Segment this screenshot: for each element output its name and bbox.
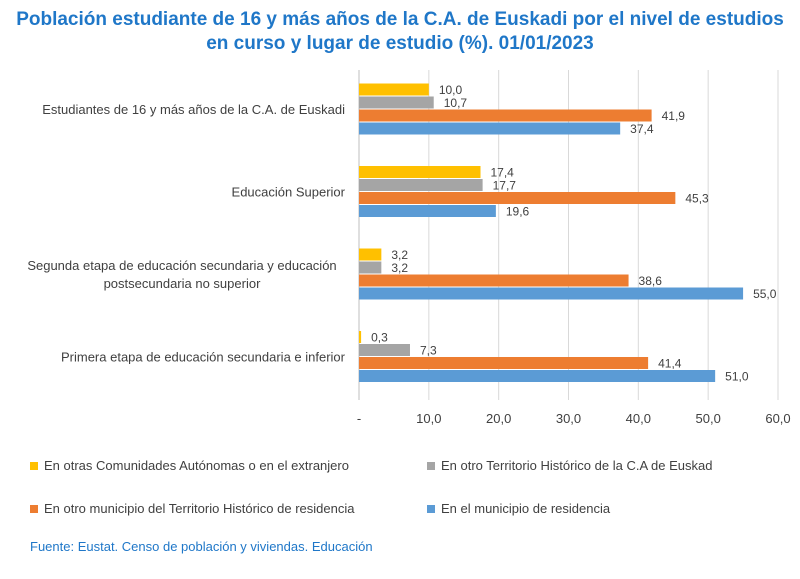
bar — [359, 96, 434, 109]
category-label: Primera etapa de educación secundaria e … — [61, 350, 346, 365]
x-tick-label: 60,0 — [765, 411, 790, 426]
legend-swatch-otro-municipio — [30, 504, 38, 513]
bar — [359, 344, 410, 356]
chart-title: Población estudiante de 16 y más años de… — [0, 8, 800, 56]
data-label: 0,3 — [371, 331, 388, 345]
data-label: 37,4 — [630, 122, 654, 136]
data-label: 7,3 — [420, 344, 437, 358]
bar — [359, 261, 382, 274]
legend-item-otro-territorio: En otro Territorio Histórico de la C.A d… — [427, 458, 712, 473]
legend-swatch-extranjero — [30, 461, 38, 470]
x-tick-label: 20,0 — [486, 411, 511, 426]
bar — [359, 109, 652, 122]
category-label: Educación Superior — [232, 185, 346, 200]
bar — [359, 370, 716, 382]
bar — [359, 331, 362, 343]
bar — [359, 166, 481, 178]
bar — [359, 122, 621, 135]
bar — [359, 83, 429, 96]
bar — [359, 287, 744, 300]
data-label: 17,7 — [493, 179, 517, 193]
x-tick-label: 30,0 — [556, 411, 581, 426]
data-label: 41,9 — [662, 109, 686, 123]
category-label-line: Primera etapa de educación secundaria e … — [61, 350, 346, 365]
data-label: 51,0 — [725, 370, 749, 384]
bar — [359, 357, 649, 369]
category-label-line: postsecundaria no superior — [104, 276, 261, 291]
data-label: 45,3 — [685, 192, 709, 206]
x-tick-label: 50,0 — [696, 411, 721, 426]
legend-label-municipio-residencia: En el municipio de residencia — [441, 501, 611, 516]
data-label: 10,7 — [444, 96, 468, 110]
legend-label-otro-municipio: En otro municipio del Territorio Históri… — [44, 501, 355, 516]
data-label: 38,6 — [639, 274, 663, 288]
legend-item-municipio-residencia: En el municipio de residencia — [427, 501, 610, 516]
x-tick-label: 10,0 — [416, 411, 441, 426]
category-label-line: Segunda etapa de educación secundaria y … — [27, 258, 336, 273]
category-label-line: Estudiantes de 16 y más años de la C.A. … — [42, 102, 345, 117]
bar — [359, 192, 676, 204]
legend-item-extranjero: En otras Comunidades Autónomas o en el e… — [30, 458, 349, 473]
category-label: Segunda etapa de educación secundaria y … — [27, 258, 336, 291]
chart-title-line1: Población estudiante de 16 y más años de… — [16, 9, 784, 30]
category-label-line: Educación Superior — [232, 185, 346, 200]
legend-label-extranjero: En otras Comunidades Autónomas o en el e… — [44, 458, 349, 473]
data-label: 41,4 — [658, 357, 682, 371]
bar-chart: - 10,0 20,0 30,0 40,0 50,0 60,0 Estudiantes de … — [27, 70, 791, 426]
data-label: 10,0 — [439, 83, 463, 97]
x-tick-label: - — [357, 411, 361, 426]
data-label: 3,2 — [391, 248, 408, 262]
legend-label-otro-territorio: En otro Territorio Histórico de la C.A d… — [441, 458, 713, 473]
bar — [359, 274, 629, 287]
data-label: 55,0 — [753, 287, 777, 301]
data-label: 19,6 — [506, 205, 530, 219]
source-note: Fuente: Eustat. Censo de población y viv… — [30, 539, 373, 554]
data-label: 17,4 — [491, 166, 515, 180]
chart-title-line2: en curso y lugar de estudio (%). 01/01/2… — [206, 33, 594, 54]
category-label: Estudiantes de 16 y más años de la C.A. … — [42, 102, 345, 117]
bar — [359, 205, 496, 217]
x-tick-label: 40,0 — [626, 411, 651, 426]
legend-item-otro-municipio: En otro municipio del Territorio Históri… — [30, 501, 354, 516]
legend-swatch-otro-territorio — [427, 461, 435, 470]
bar — [359, 179, 483, 191]
data-label: 3,2 — [391, 261, 408, 275]
legend-swatch-municipio-residencia — [427, 504, 435, 513]
bar — [359, 248, 382, 261]
